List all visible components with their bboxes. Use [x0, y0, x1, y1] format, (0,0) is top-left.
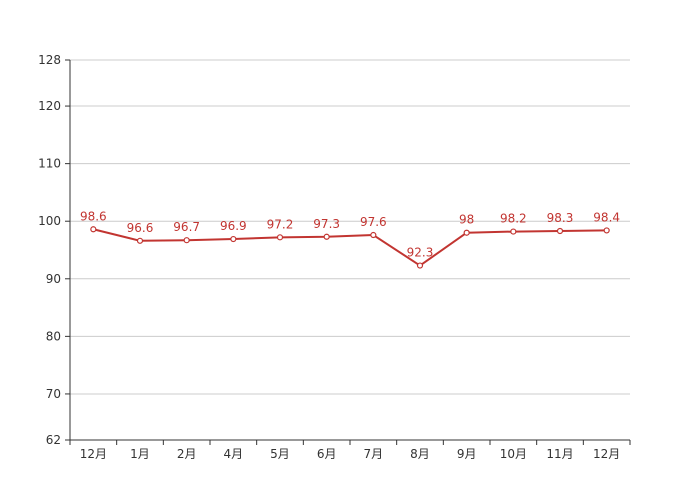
x-axis-ticks: 12月 1月 2月 4月 5月 6月 7月 8月 9月 10月 11月 12月: [69, 440, 631, 461]
data-labels: 98.6 96.6 96.7 96.9 97.2 97.3 97.6 92.3 98 98.2 98…: [80, 209, 620, 259]
data-point: [556, 227, 564, 235]
y-tick-label: 70: [46, 387, 61, 401]
x-tick-label: 6月: [317, 447, 337, 461]
data-label: 96.7: [173, 220, 200, 234]
y-axis-ticks: 62 70 80 90 100 110 120 128: [38, 53, 70, 447]
data-point: [183, 237, 190, 244]
data-point: [416, 262, 424, 269]
y-tick-label: 80: [46, 329, 61, 343]
x-tick-label: 12月: [593, 447, 620, 461]
data-label: 97.3: [313, 217, 340, 231]
data-label: 97.2: [267, 217, 294, 231]
y-tick-label: 110: [38, 157, 61, 171]
data-label: 98.4: [593, 210, 620, 224]
x-tick-label: 4月: [224, 447, 244, 461]
y-tick-label: 120: [38, 99, 61, 113]
data-point: [510, 228, 517, 235]
data-label: 97.6: [360, 215, 387, 229]
data-label: 98.3: [547, 211, 574, 225]
data-label: 92.3: [407, 246, 434, 260]
x-tick-label: 5月: [270, 447, 290, 461]
data-label: 98.2: [500, 212, 527, 226]
y-tick-label: 90: [46, 272, 61, 286]
x-tick-label: 8月: [410, 447, 430, 461]
y-tick-label: 128: [38, 53, 61, 67]
data-label: 98.6: [80, 209, 107, 223]
y-tick-label: 100: [38, 214, 61, 228]
data-point: [230, 235, 237, 243]
x-tick-label: 10月: [500, 447, 527, 461]
data-point: [276, 234, 284, 241]
series-line: [93, 228, 607, 267]
gridlines: [70, 59, 630, 441]
x-tick-label: 1月: [130, 447, 150, 461]
x-tick-label: 12月: [80, 447, 107, 461]
data-point: [136, 237, 144, 244]
x-tick-label: 11月: [546, 447, 573, 461]
axes: [69, 60, 630, 441]
series: [90, 226, 610, 269]
data-point: [323, 233, 330, 240]
x-tick-label: 7月: [364, 447, 384, 461]
x-tick-label: 2月: [177, 447, 197, 461]
data-label: 96.9: [220, 219, 247, 233]
y-tick-label: 62: [46, 433, 61, 447]
data-label: 98: [459, 213, 474, 227]
data-point: [90, 226, 97, 233]
x-tick-label: 9月: [457, 447, 477, 461]
data-point: [370, 231, 377, 239]
data-point: [603, 227, 610, 234]
data-label: 96.6: [127, 221, 154, 235]
data-point: [463, 229, 470, 236]
